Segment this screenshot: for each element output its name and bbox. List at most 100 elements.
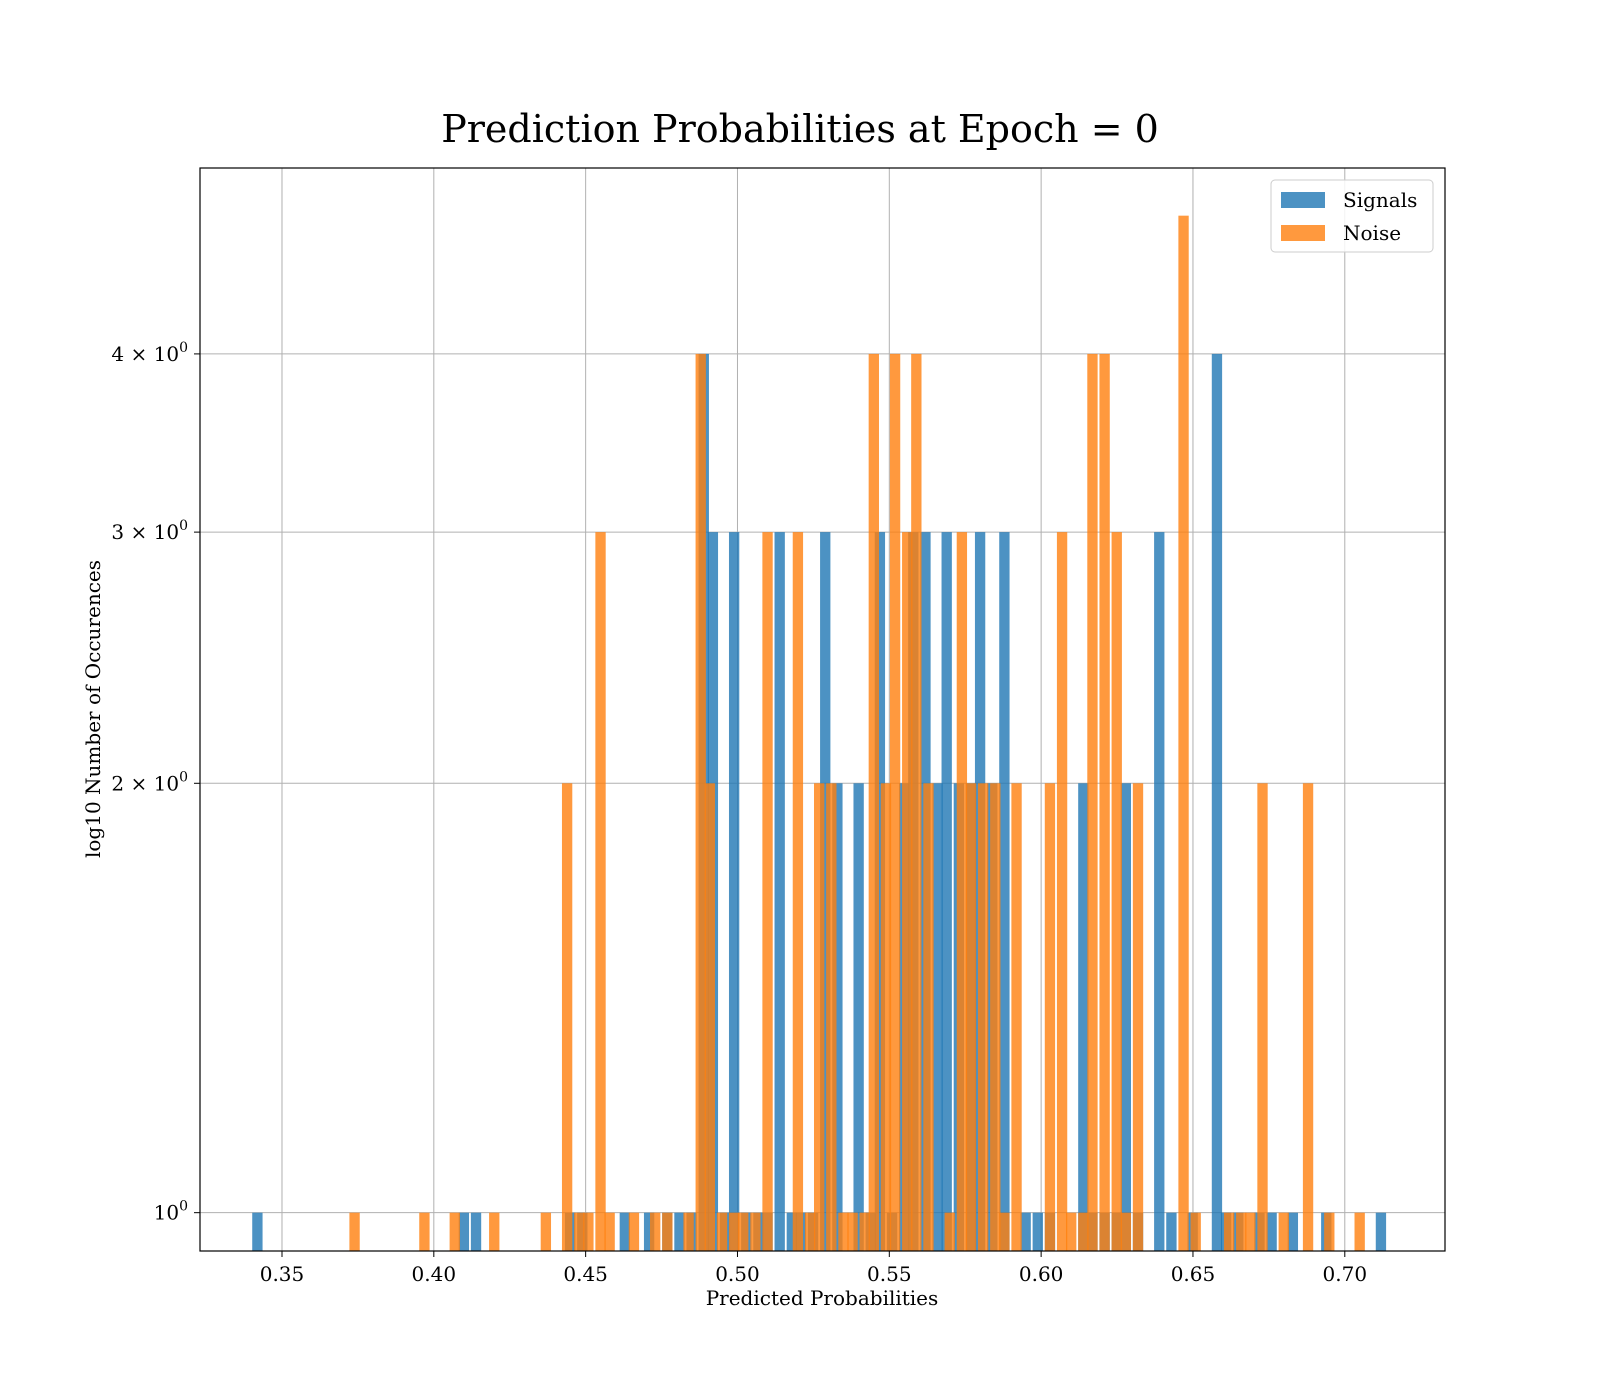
bar-noise <box>1132 783 1144 1251</box>
x-tick-label: 0.45 <box>563 1262 608 1286</box>
bar-noise <box>349 1212 360 1251</box>
bar-noise <box>695 353 706 1251</box>
bar-signals <box>786 1212 797 1251</box>
bar-noise <box>1120 1212 1132 1251</box>
bar-noise <box>990 783 1001 1251</box>
bar-noise <box>583 1212 594 1251</box>
x-tick-label: 0.40 <box>412 1262 457 1286</box>
bar-signals <box>1032 1212 1043 1251</box>
bar-noise <box>880 783 892 1251</box>
x-tick-label: 0.55 <box>867 1262 912 1286</box>
bar-noise <box>728 1212 740 1251</box>
bar-signals <box>999 532 1010 1251</box>
bar-noise <box>1257 783 1268 1251</box>
bar-noise <box>1056 532 1068 1251</box>
legend: Signals Noise <box>1270 179 1434 253</box>
bar-noise <box>1223 1212 1235 1251</box>
bar-noise <box>792 532 804 1251</box>
bar-signals <box>252 1212 263 1251</box>
bar-noise <box>814 783 825 1251</box>
bar-noise <box>902 532 913 1251</box>
bar-noise <box>650 1212 661 1251</box>
x-tick-label: 0.50 <box>715 1262 760 1286</box>
bar-noise <box>1245 1212 1256 1251</box>
bar-noise <box>911 353 922 1251</box>
bar-noise <box>977 783 989 1251</box>
y-tick-label: 2 × 100 <box>111 769 188 795</box>
bar-signals <box>1266 1212 1277 1251</box>
bar-noise <box>662 1212 673 1251</box>
bar-signals <box>470 1212 482 1251</box>
bar-signals <box>458 1212 470 1251</box>
bar-signals <box>774 532 785 1251</box>
bar-noise <box>595 532 606 1251</box>
bar-noise <box>956 532 968 1251</box>
y-tick-label-base: 2 × 10 <box>111 771 179 795</box>
bar-noise <box>628 1212 640 1251</box>
x-axis-ticks: 0.35 0.40 0.45 0.50 0.55 0.60 0.65 0.70 <box>260 1251 1367 1286</box>
chart-title: Prediction Probabilities at Epoch = 0 <box>441 107 1159 151</box>
bar-noise <box>804 1212 816 1251</box>
bar-noise <box>1099 353 1110 1251</box>
x-tick-label: 0.70 <box>1323 1262 1368 1286</box>
bar-signals <box>1287 1212 1299 1251</box>
bar-noise <box>1278 1212 1289 1251</box>
bar-noise <box>604 1212 615 1251</box>
bars <box>252 215 1387 1251</box>
bar-noise <box>847 1212 858 1251</box>
y-tick-label-exponent: 0 <box>179 1199 188 1215</box>
x-tick-label: 0.65 <box>1171 1262 1216 1286</box>
x-tick-label: 0.35 <box>260 1262 305 1286</box>
bar-signals <box>932 783 943 1251</box>
bar-noise <box>540 1212 552 1251</box>
bar-noise <box>1302 783 1314 1251</box>
y-tick-label: 3 × 100 <box>111 518 188 544</box>
bar-noise <box>1236 1212 1247 1251</box>
bar-signals <box>728 532 740 1251</box>
bar-signals <box>1375 1212 1387 1251</box>
bar-signals <box>643 1212 655 1251</box>
bar-signals <box>619 1212 630 1251</box>
bar-signals <box>832 783 843 1251</box>
bar-noise <box>1078 1212 1089 1251</box>
bar-noise <box>683 1212 694 1251</box>
bar-noise <box>1324 1212 1335 1251</box>
y-axis-label: log10 Number of Occurences <box>81 560 105 858</box>
plot-frame <box>199 167 1446 1252</box>
bar-noise <box>574 1212 585 1251</box>
bar-noise <box>999 1212 1010 1251</box>
bar-noise <box>923 783 934 1251</box>
bar-noise <box>489 1212 500 1251</box>
bar-noise <box>965 783 977 1251</box>
bar-noise <box>1111 532 1122 1251</box>
bar-signals <box>1078 783 1089 1251</box>
legend-swatch <box>1281 225 1325 241</box>
bar-signals <box>853 783 864 1251</box>
bar-noise <box>1178 215 1189 1251</box>
bar-noise <box>1066 1212 1077 1251</box>
bar-signals <box>674 1212 685 1251</box>
bar-noise <box>1011 783 1022 1251</box>
bar-noise <box>944 1212 955 1251</box>
bar-noise <box>1190 1212 1201 1251</box>
y-tick-label-exponent: 0 <box>179 518 188 534</box>
legend-label: Signals <box>1343 188 1417 212</box>
bar-noise <box>762 532 773 1251</box>
bar-signals <box>820 532 831 1251</box>
y-tick-label: 4 × 100 <box>111 340 188 366</box>
bar-noise <box>738 1212 749 1251</box>
legend-label: Noise <box>1343 221 1401 245</box>
bar-noise <box>859 1212 870 1251</box>
y-tick-label: 100 <box>154 1199 188 1225</box>
bar-noise <box>868 353 879 1251</box>
bar-noise <box>826 783 837 1251</box>
bar-noise <box>1087 353 1098 1251</box>
bar-noise <box>716 1212 728 1251</box>
bar-noise <box>704 783 716 1251</box>
bar-signals <box>1166 1212 1177 1251</box>
bar-noise <box>449 1212 460 1251</box>
bar-signals <box>941 532 952 1251</box>
bar-noise <box>419 1212 430 1251</box>
bar-noise <box>750 1212 761 1251</box>
